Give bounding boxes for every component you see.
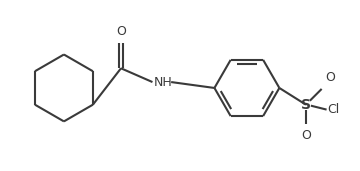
Text: O: O bbox=[325, 71, 336, 84]
Text: O: O bbox=[301, 129, 311, 142]
Text: NH: NH bbox=[153, 76, 172, 89]
Text: Cl: Cl bbox=[328, 103, 340, 116]
Text: O: O bbox=[116, 25, 126, 38]
Text: S: S bbox=[301, 98, 311, 112]
